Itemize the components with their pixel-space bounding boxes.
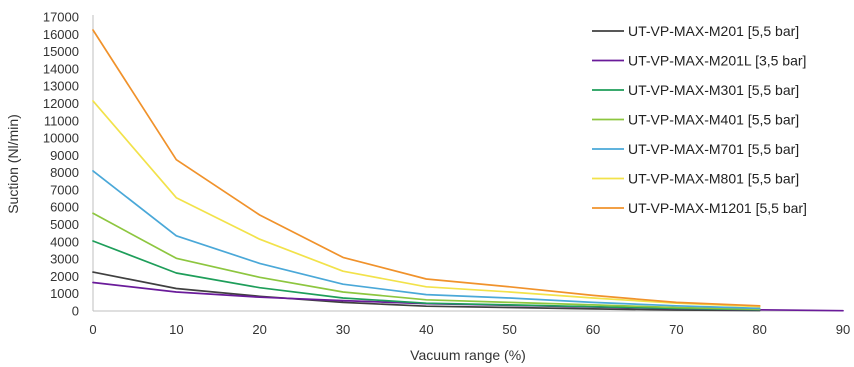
legend-label: UT-VP-MAX-M1201 [5,5 bar]	[628, 200, 807, 216]
y-tick-label: 12000	[43, 96, 79, 111]
legend-label: UT-VP-MAX-M301 [5,5 bar]	[628, 82, 799, 98]
y-tick-label: 14000	[43, 61, 79, 76]
y-tick-label: 1000	[50, 286, 79, 301]
y-tick-label: 16000	[43, 27, 79, 42]
x-tick-label: 60	[586, 322, 600, 337]
x-tick-label: 0	[89, 322, 96, 337]
series-line-4	[92, 212, 761, 311]
x-tick-label: 90	[836, 322, 850, 337]
y-tick-label: 13000	[43, 79, 79, 94]
series-lines	[92, 29, 844, 312]
series-line-3	[92, 240, 761, 311]
x-tick-label: 50	[502, 322, 516, 337]
legend-label: UT-VP-MAX-M701 [5,5 bar]	[628, 141, 799, 157]
x-tick-label: 20	[252, 322, 266, 337]
y-axis-title: Suction (Nl/min)	[5, 114, 21, 214]
x-tick-labels: 0 10 20 30 40 50 60 70 80 90	[89, 322, 850, 337]
y-tick-label: 11000	[44, 113, 79, 128]
x-tick-label: 30	[336, 322, 350, 337]
y-tick-label: 15000	[43, 44, 79, 59]
y-tick-label: 10000	[43, 131, 79, 146]
y-tick-label: 17000	[43, 10, 79, 25]
y-tick-label: 2000	[50, 269, 79, 284]
y-tick-label: 0	[72, 304, 79, 319]
legend-label: UT-VP-MAX-M201 [5,5 bar]	[628, 23, 799, 39]
series-line-5	[92, 170, 761, 310]
y-tick-label: 8000	[50, 165, 79, 180]
y-tick-label: 6000	[50, 200, 79, 215]
series-line-7	[92, 29, 761, 307]
y-tick-label: 5000	[50, 217, 79, 232]
y-tick-label: 4000	[50, 234, 79, 249]
x-tick-label: 40	[419, 322, 433, 337]
legend-label: UT-VP-MAX-M401 [5,5 bar]	[628, 112, 799, 128]
y-tick-label: 3000	[50, 252, 79, 267]
y-tick-labels: 0 1000 2000 3000 4000 5000 6000 7000 8000 9000 100…	[43, 10, 79, 319]
y-tick-label: 9000	[50, 148, 79, 163]
legend-label: UT-VP-MAX-M201L [3,5 bar]	[628, 53, 806, 69]
x-tick-label: 10	[169, 322, 183, 337]
legend: UT-VP-MAX-M201 [5,5 bar] UT-VP-MAX-M201L …	[592, 23, 807, 216]
series-line-1	[92, 271, 761, 312]
x-tick-label: 80	[752, 322, 766, 337]
y-tick-label: 7000	[50, 182, 79, 197]
series-line-6	[92, 100, 761, 308]
x-axis-title: Vacuum range (%)	[410, 347, 526, 363]
legend-label: UT-VP-MAX-M801 [5,5 bar]	[628, 171, 799, 187]
x-tick-label: 70	[669, 322, 683, 337]
